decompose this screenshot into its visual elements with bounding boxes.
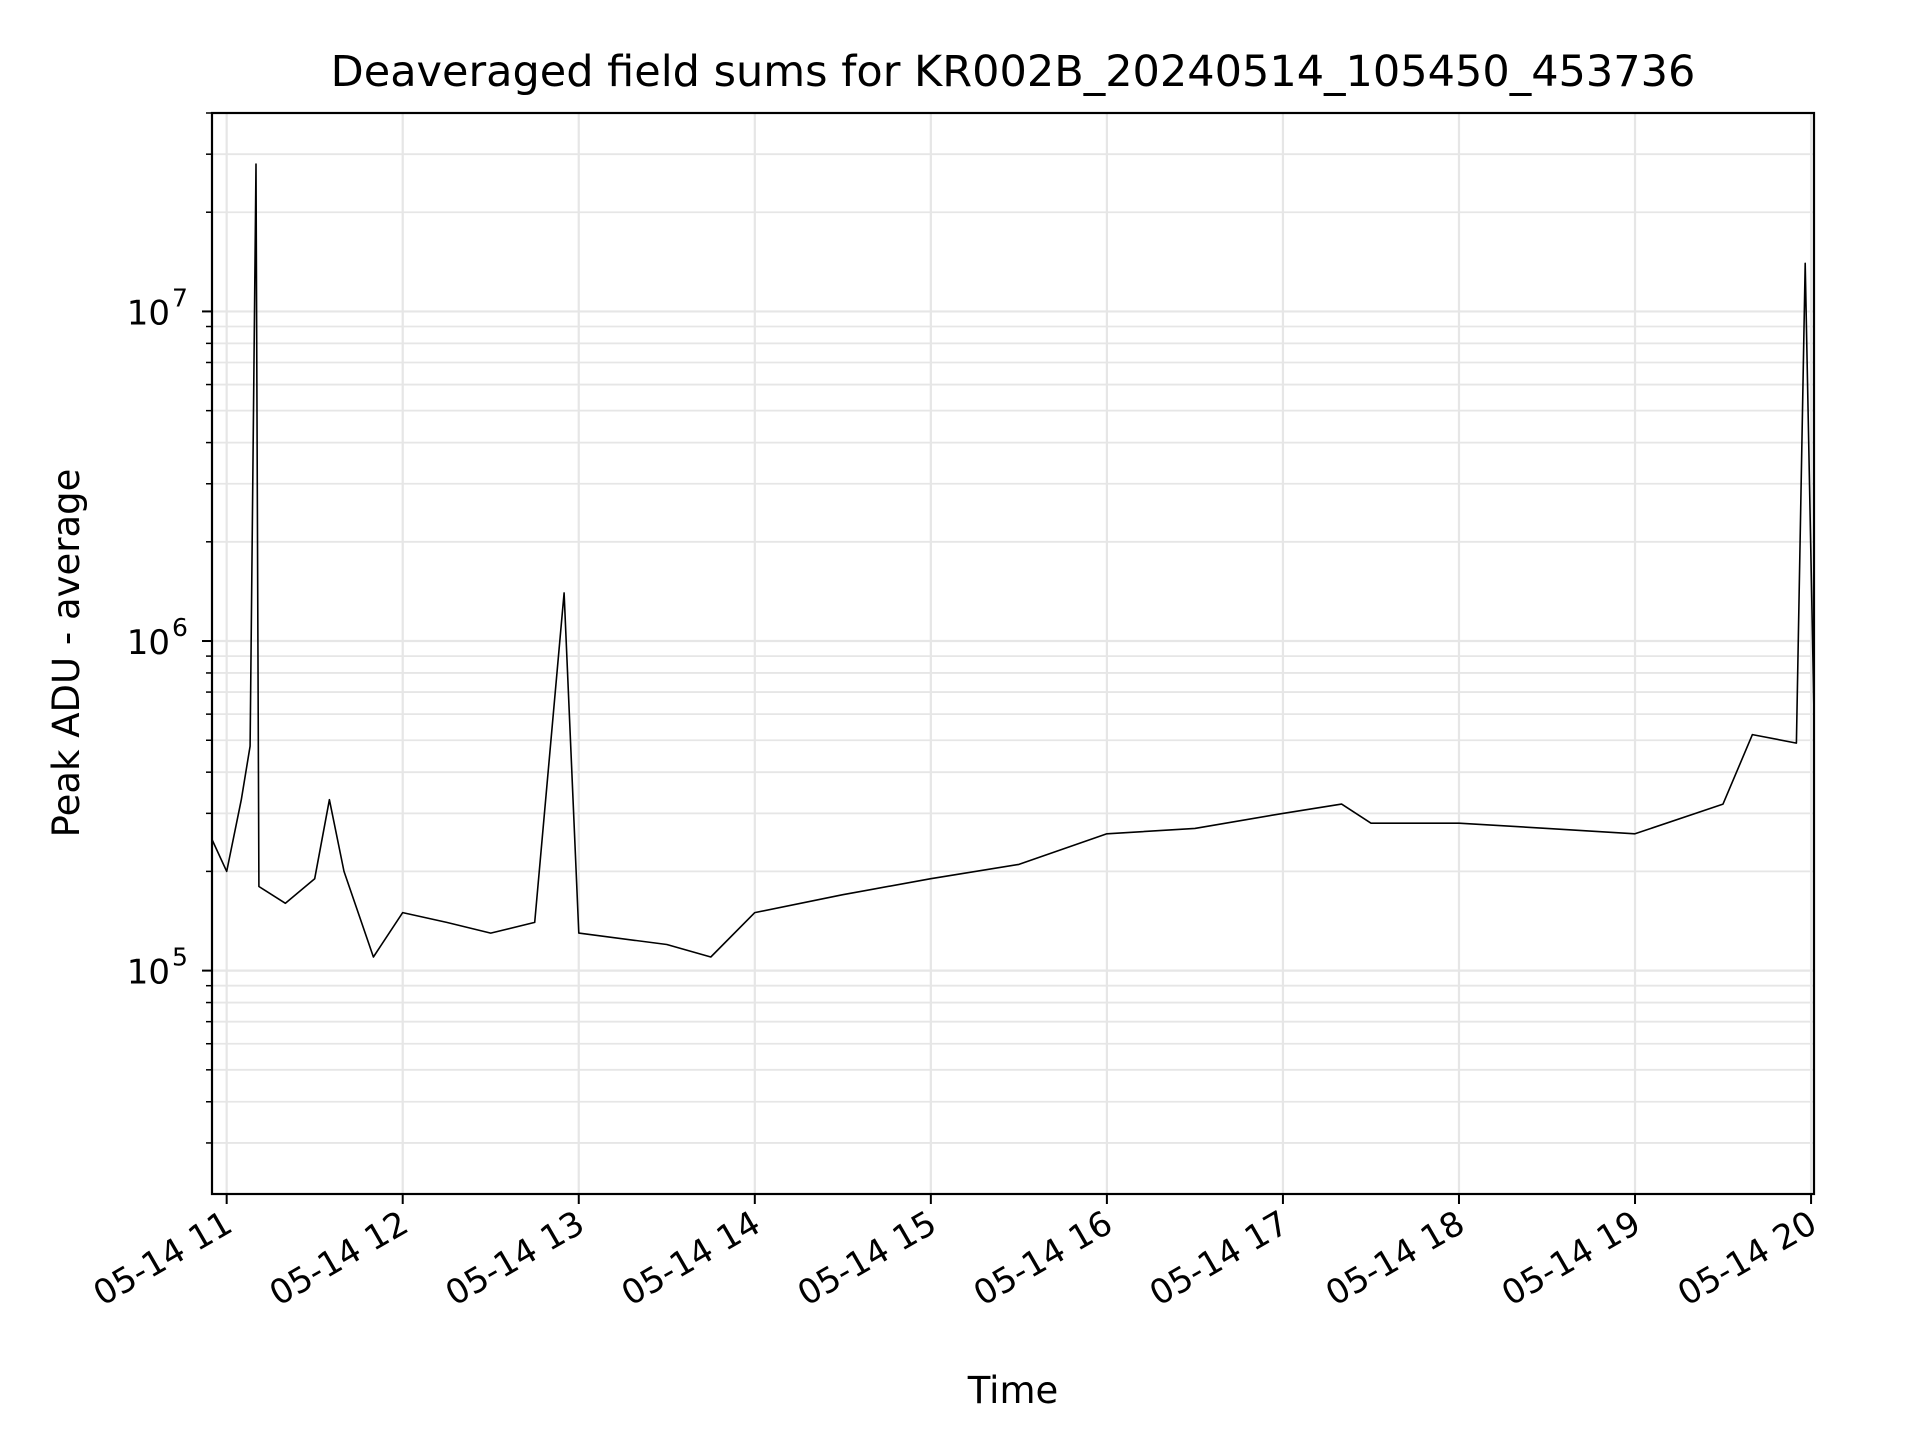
series-line bbox=[211, 163, 1815, 958]
y-tick-label: 10 bbox=[127, 623, 170, 663]
y-tick-label-exponent: 5 bbox=[172, 943, 188, 972]
series-line-layer bbox=[211, 163, 1815, 958]
y-tick-label-exponent: 7 bbox=[172, 283, 188, 312]
x-axis-label: Time bbox=[967, 1369, 1059, 1412]
y-tick-label: 10 bbox=[127, 293, 170, 333]
y-tick-label-exponent: 6 bbox=[172, 613, 188, 642]
y-axis-label: Peak ADU - average bbox=[45, 469, 88, 838]
chart-title: Deaveraged field sums for KR002B_2024051… bbox=[331, 47, 1696, 97]
grid bbox=[212, 112, 1814, 1194]
y-tick-label: 10 bbox=[127, 953, 170, 993]
plot-frame bbox=[210, 111, 1816, 1196]
plot-area bbox=[212, 113, 1814, 1194]
